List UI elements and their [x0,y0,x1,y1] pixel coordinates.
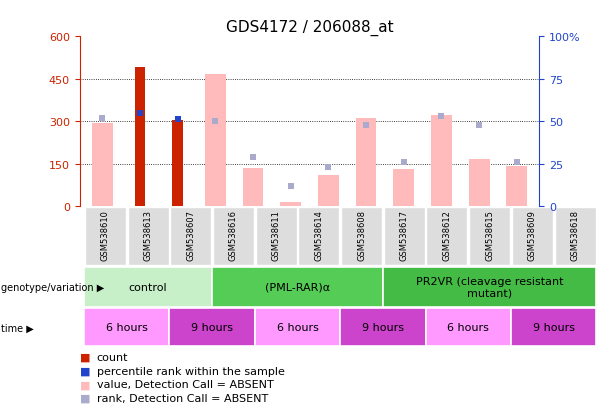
FancyBboxPatch shape [469,207,510,266]
Bar [280,202,301,206]
Bar [243,169,264,206]
FancyBboxPatch shape [383,267,596,307]
Point [436,114,446,120]
FancyBboxPatch shape [85,207,126,266]
Bar [394,170,414,206]
FancyBboxPatch shape [84,267,212,307]
Text: GSM538618: GSM538618 [571,209,580,260]
Text: percentile rank within the sample: percentile rank within the sample [97,366,284,376]
FancyBboxPatch shape [425,309,511,346]
FancyBboxPatch shape [212,267,383,307]
Bar [469,160,490,206]
Text: GSM538616: GSM538616 [229,209,238,260]
Point [286,183,295,190]
FancyBboxPatch shape [427,207,468,266]
Point [173,117,183,123]
Text: control: control [129,282,167,292]
Point [97,115,107,122]
FancyBboxPatch shape [511,309,596,346]
Text: time ▶: time ▶ [1,323,34,332]
FancyBboxPatch shape [170,207,211,266]
Bar [92,123,113,206]
Point [324,164,333,171]
Bar [205,75,226,206]
Point [399,159,409,166]
Text: GSM538613: GSM538613 [143,209,153,260]
Text: genotype/variation ▶: genotype/variation ▶ [1,282,104,292]
FancyBboxPatch shape [555,207,596,266]
Bar [318,176,339,206]
Point [248,154,258,161]
Text: ■: ■ [80,380,90,389]
Text: 9 hours: 9 hours [533,322,575,332]
Text: ■: ■ [80,352,90,362]
FancyBboxPatch shape [340,309,425,346]
Text: value, Detection Call = ABSENT: value, Detection Call = ABSENT [97,380,273,389]
Point [135,110,145,116]
Text: 6 hours: 6 hours [276,322,318,332]
Text: GSM538611: GSM538611 [272,209,281,260]
FancyBboxPatch shape [213,207,254,266]
Text: PR2VR (cleavage resistant
mutant): PR2VR (cleavage resistant mutant) [416,276,563,298]
Bar [431,116,452,206]
Text: GSM538612: GSM538612 [443,209,452,260]
FancyBboxPatch shape [256,207,297,266]
Text: ■: ■ [80,366,90,376]
Text: count: count [97,352,128,362]
Text: (PML-RAR)α: (PML-RAR)α [265,282,330,292]
Bar [506,167,527,206]
Text: 9 hours: 9 hours [191,322,233,332]
FancyBboxPatch shape [255,309,340,346]
FancyBboxPatch shape [84,309,169,346]
Text: GSM538617: GSM538617 [400,209,409,260]
FancyBboxPatch shape [341,207,382,266]
Text: rank, Detection Call = ABSENT: rank, Detection Call = ABSENT [97,393,268,403]
Point [474,122,484,128]
Text: 9 hours: 9 hours [362,322,404,332]
FancyBboxPatch shape [384,207,425,266]
FancyBboxPatch shape [512,207,553,266]
Point [361,122,371,128]
Text: GSM538609: GSM538609 [528,209,537,260]
Point [512,159,522,166]
Bar [135,68,145,206]
Bar [172,121,183,206]
Text: GSM538614: GSM538614 [314,209,324,260]
Text: ■: ■ [80,393,90,403]
Title: GDS4172 / 206088_at: GDS4172 / 206088_at [226,20,394,36]
Text: 6 hours: 6 hours [447,322,489,332]
Point [210,119,220,125]
Text: GSM538615: GSM538615 [485,209,494,260]
FancyBboxPatch shape [128,207,169,266]
Text: GSM538608: GSM538608 [357,209,366,260]
FancyBboxPatch shape [169,309,255,346]
Text: 6 hours: 6 hours [105,322,148,332]
Bar [356,119,376,206]
Text: GSM538610: GSM538610 [101,209,110,260]
FancyBboxPatch shape [299,207,340,266]
Text: GSM538607: GSM538607 [186,209,195,260]
